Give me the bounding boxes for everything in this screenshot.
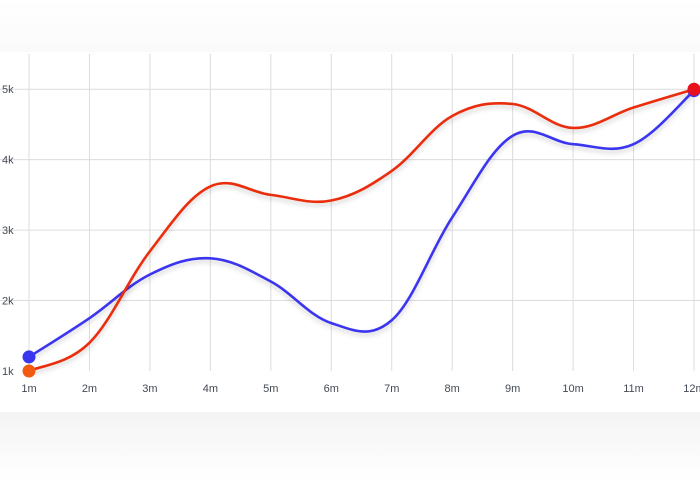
y-tick-label: 2k [2, 296, 14, 308]
x-tick-label: 1m [21, 383, 36, 395]
x-tick-label: 5m [263, 383, 278, 395]
y-axis-ticks: 1k 2k 3k 4k 5k [2, 84, 14, 378]
y-tick-label: 4k [2, 155, 14, 167]
x-tick-label: 9m [505, 383, 520, 395]
x-tick-label: 6m [324, 383, 339, 395]
y-tick-label: 5k [2, 84, 14, 96]
x-tick-label: 12m [683, 383, 700, 395]
x-tick-label: 3m [142, 383, 157, 395]
x-axis-ticks: 1m 2m 3m 4m 5m 6m 7m 8m 9m 10m 11m 12m [21, 383, 700, 395]
x-tick-label: 8m [445, 383, 460, 395]
series-start-marker-1 [22, 350, 36, 364]
bottom-band [0, 412, 700, 481]
series-line-1 [27, 89, 696, 359]
x-tick-label: 10m [562, 383, 583, 395]
x-tick-label: 11m [623, 383, 644, 395]
x-tick-label: 7m [384, 383, 399, 395]
series-lines [27, 87, 696, 373]
series-markers [22, 82, 700, 378]
y-tick-label: 3k [2, 225, 14, 237]
top-band [0, 0, 700, 52]
x-tick-label: 4m [203, 383, 218, 395]
series-line-2 [27, 87, 696, 373]
grid [0, 54, 700, 371]
x-tick-label: 2m [82, 383, 97, 395]
series-end-marker-2 [687, 82, 700, 96]
series-start-marker-2 [22, 364, 36, 378]
y-tick-label: 1k [2, 366, 14, 378]
